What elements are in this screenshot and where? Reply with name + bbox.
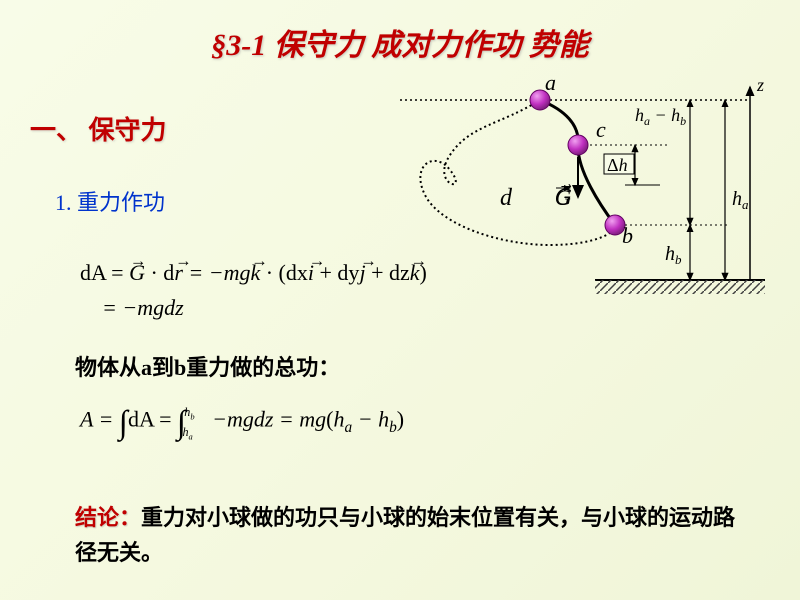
eq-text: ( <box>326 406 333 431</box>
label-d: d <box>500 185 513 211</box>
eq-vec-j: j <box>359 260 365 285</box>
eq-text: · d <box>145 260 174 285</box>
eq-vec-k: k <box>250 260 260 285</box>
eq-text: ) <box>397 406 404 431</box>
eq-sub: b <box>389 419 397 436</box>
label-dh: Δh <box>607 155 628 175</box>
label-z: z <box>756 75 764 95</box>
eq-text: dA = <box>128 406 177 431</box>
physics-diagram: z a c b d G⃗ G ha hb ha − hb Δh <box>400 75 770 300</box>
int-lower: ha <box>182 425 192 439</box>
page-title: §3-1 保守力 成对力作功 势能 <box>0 0 800 64</box>
label-c: c <box>596 117 606 142</box>
label-a: a <box>545 75 556 95</box>
eq-vec-i: i <box>308 260 314 285</box>
eq-text: h <box>334 406 345 431</box>
label-ha-hb: ha − hb <box>635 105 686 128</box>
conclusion-label: 结论： <box>75 505 141 530</box>
eq-text: A = <box>80 406 119 431</box>
eq-text: = −mg <box>183 260 251 285</box>
label-b: b <box>622 223 633 248</box>
conclusion-body: 重力对小球做的功只与小球的始末位置有关，与小球的运动路径无关。 <box>75 505 735 565</box>
section-heading: 一、 保守力 <box>30 110 167 147</box>
eq-text: −mgdz = mg <box>207 406 327 431</box>
equation-dA: dA = G · dr = −mgk · (dxi + dyj + dzk) =… <box>80 255 427 325</box>
eq-vec-r: r <box>174 260 183 285</box>
integral-sign: ∫ <box>119 405 128 441</box>
subsection-heading: 1. 重力作功 <box>55 185 165 217</box>
eq-line2: = −mgdz <box>102 295 184 320</box>
label-hb: hb <box>665 243 682 267</box>
eq-vec-G: G <box>129 260 145 285</box>
conclusion-text: 结论：重力对小球做的功只与小球的始末位置有关，与小球的运动路径无关。 <box>75 500 755 570</box>
int-upper: hb <box>184 405 194 419</box>
equation-A: A = ∫dA = ∫hahb −mgdz = mg(ha − hb) <box>80 405 404 442</box>
eq-text: h <box>378 406 389 431</box>
svg-text:G: G <box>555 185 571 210</box>
body-text: 物体从a到b重力做的总功： <box>75 350 340 382</box>
eq-text: − <box>352 406 378 431</box>
label-ha: ha <box>732 188 749 212</box>
eq-text: dA = <box>80 260 129 285</box>
